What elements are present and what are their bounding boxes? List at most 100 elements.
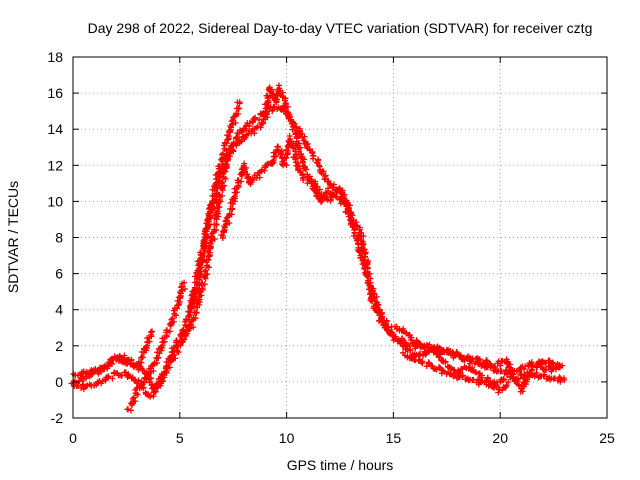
data-point-marker [222, 162, 229, 169]
data-point-marker [230, 147, 237, 154]
data-point-marker [541, 371, 548, 378]
x-tick-label: 25 [599, 430, 615, 446]
data-point-marker [458, 366, 465, 373]
data-point-marker [127, 407, 134, 414]
data-point-marker [325, 185, 332, 192]
data-point-marker [367, 291, 374, 298]
y-tick-label: 6 [55, 266, 63, 282]
data-point-marker [256, 116, 263, 123]
data-point-marker [151, 389, 158, 396]
data-point-marker [360, 240, 367, 247]
data-point-marker [240, 162, 247, 169]
data-point-marker [449, 349, 456, 356]
data-point-marker [361, 256, 368, 263]
data-point-marker [503, 360, 510, 367]
data-point-marker [356, 248, 363, 255]
data-point-marker [201, 236, 208, 243]
data-point-marker [254, 123, 261, 130]
data-point-marker [175, 349, 182, 356]
data-point-marker [181, 285, 188, 292]
data-point-marker [269, 107, 276, 114]
data-point-marker [500, 376, 507, 383]
data-point-marker [268, 88, 275, 95]
data-point-marker [219, 161, 226, 168]
data-point-marker [129, 395, 136, 402]
y-tick-label: 14 [47, 121, 63, 137]
data-point-marker [282, 104, 289, 111]
series-track-2 [70, 328, 156, 379]
data-point-marker [302, 166, 309, 173]
series-track-6 [218, 132, 351, 242]
data-point-marker [163, 363, 170, 370]
data-point-marker [128, 356, 135, 363]
data-point-marker [191, 279, 198, 286]
data-point-marker [476, 357, 483, 364]
series-track-4 [71, 103, 566, 400]
data-point-marker [299, 159, 306, 166]
x-tick-label: 10 [279, 430, 295, 446]
data-point-marker [221, 145, 228, 152]
data-point-marker [290, 123, 297, 130]
data-point-marker [360, 232, 367, 239]
data-point-marker [154, 349, 161, 356]
chart-title: Day 298 of 2022, Sidereal Day-to-day VTE… [88, 20, 593, 36]
data-point-marker [109, 375, 116, 382]
data-point-marker [312, 187, 319, 194]
data-point-marker [368, 298, 375, 305]
data-point-marker [251, 115, 258, 122]
data-point-marker [310, 155, 317, 162]
data-point-marker [226, 150, 233, 157]
data-point-marker [232, 119, 239, 126]
series-track-5 [186, 82, 564, 395]
data-point-marker [152, 384, 159, 391]
data-point-marker [351, 230, 358, 237]
data-point-marker [459, 372, 466, 379]
data-point-marker [422, 351, 429, 358]
x-axis-label: GPS time / hours [287, 457, 394, 473]
data-point-marker [197, 261, 204, 268]
data-point-marker [472, 369, 479, 376]
data-point-marker [211, 236, 218, 243]
data-point-marker [220, 150, 227, 157]
data-point-marker [315, 162, 322, 169]
data-point-marker [211, 190, 218, 197]
data-point-marker [140, 384, 147, 391]
data-point-marker [244, 175, 251, 182]
data-point-marker [104, 362, 111, 369]
data-point-marker [200, 250, 207, 257]
x-tick-label: 0 [69, 430, 77, 446]
data-point-marker [236, 99, 243, 106]
data-point-marker [193, 285, 200, 292]
data-point-marker [233, 105, 240, 112]
data-point-marker [227, 200, 234, 207]
data-point-marker [105, 373, 112, 380]
data-point-marker [137, 354, 144, 361]
y-tick-label: 16 [47, 85, 63, 101]
data-point-marker [466, 354, 473, 361]
y-tick-label: 12 [47, 157, 63, 173]
data-point-marker [455, 370, 462, 377]
data-point-marker [108, 360, 115, 367]
data-point-marker [179, 327, 186, 334]
series-track-1 [68, 99, 243, 396]
data-point-marker [349, 211, 356, 218]
tick-labels: 0 5 10 15 20 25 -2 0 2 4 6 8 10 12 14 16 18 [47, 49, 615, 446]
y-tick-label: 2 [55, 338, 63, 354]
data-point-marker [300, 177, 307, 184]
data-point-marker [281, 160, 288, 167]
data-point-marker [557, 378, 564, 385]
data-point-marker [274, 146, 281, 153]
data-point-marker [166, 364, 173, 371]
data-point-marker [171, 310, 178, 317]
data-point-marker [478, 374, 485, 381]
data-point-marker [423, 341, 430, 348]
data-point-marker [409, 355, 416, 362]
data-point-marker [180, 326, 187, 333]
data-point-marker [197, 249, 204, 256]
data-point-marker [83, 375, 90, 382]
x-tick-label: 5 [176, 430, 184, 446]
y-tick-label: 8 [55, 230, 63, 246]
data-point-marker [442, 358, 449, 365]
data-point-marker [173, 337, 180, 344]
data-point-marker [138, 349, 145, 356]
